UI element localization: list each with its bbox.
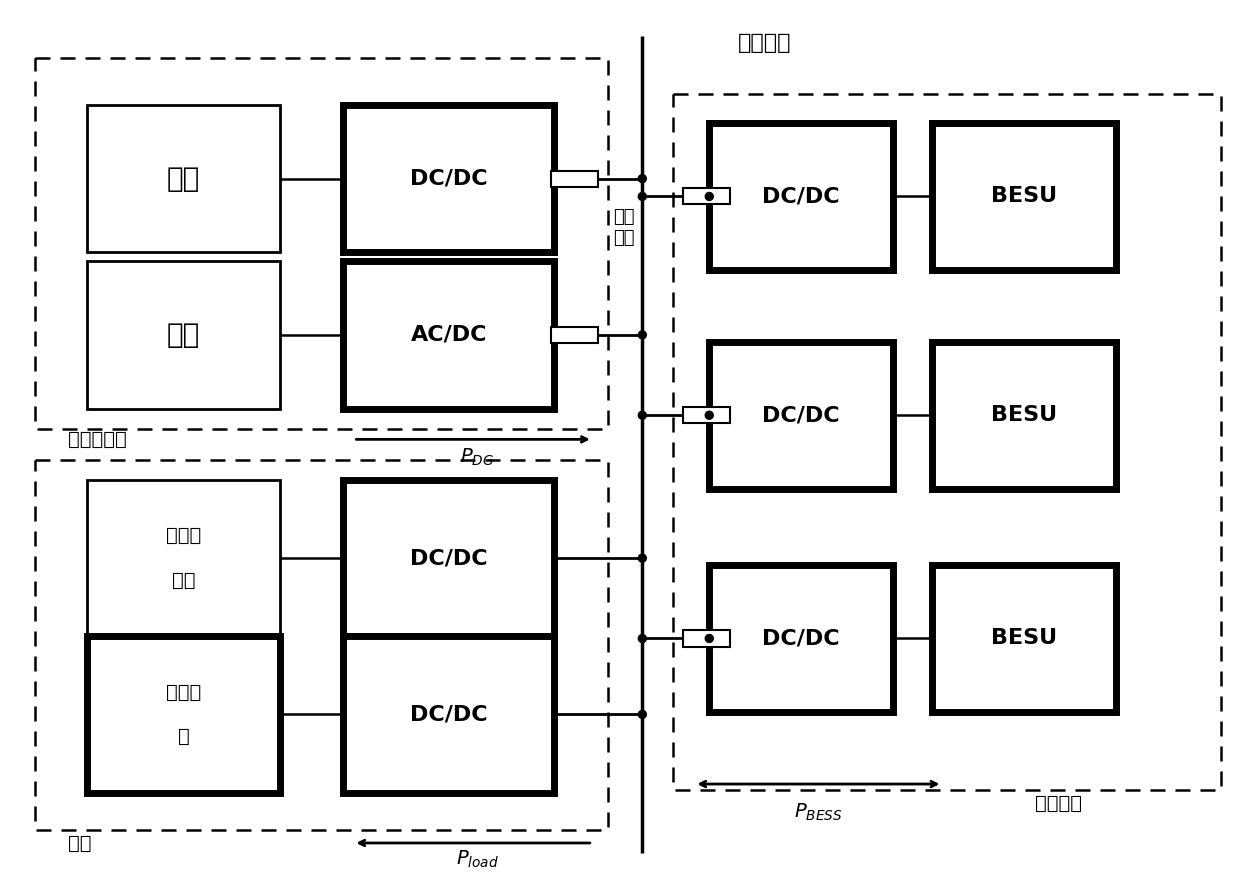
Circle shape	[639, 555, 646, 562]
Circle shape	[639, 412, 646, 419]
Text: 载: 载	[177, 727, 190, 747]
Circle shape	[639, 711, 646, 718]
Text: DC/DC: DC/DC	[763, 187, 839, 206]
Text: 风电: 风电	[167, 321, 200, 349]
Bar	[932, 565, 1116, 713]
Circle shape	[639, 175, 646, 182]
Bar	[343, 105, 554, 253]
Text: DC/DC: DC/DC	[410, 548, 487, 568]
Text: DC/DC: DC/DC	[763, 405, 839, 425]
Bar	[551, 171, 598, 187]
Bar	[683, 407, 730, 423]
Bar	[87, 261, 280, 409]
Text: 分布式电源: 分布式电源	[68, 430, 126, 449]
Text: 新能源: 新能源	[166, 526, 201, 546]
Text: 线路
阻抗: 线路 阻抗	[613, 208, 635, 247]
Bar	[673, 94, 1221, 790]
Text: AC/DC: AC/DC	[410, 325, 487, 345]
Bar	[683, 188, 730, 204]
Bar	[709, 123, 893, 270]
Text: 直流母线: 直流母线	[738, 33, 791, 53]
Bar	[343, 636, 554, 793]
Text: BESU: BESU	[991, 187, 1058, 206]
Bar	[87, 636, 280, 793]
Circle shape	[706, 412, 713, 419]
Text: $P_{DG}$: $P_{DG}$	[460, 446, 495, 468]
Text: 一般负: 一般负	[166, 682, 201, 702]
Text: $P_{BESS}$: $P_{BESS}$	[794, 802, 843, 823]
Bar	[932, 123, 1116, 270]
Bar	[932, 341, 1116, 489]
Circle shape	[639, 193, 646, 200]
Text: 汽车: 汽车	[172, 571, 195, 590]
Text: 储能系统: 储能系统	[1035, 794, 1083, 814]
Bar	[35, 460, 608, 830]
Circle shape	[639, 635, 646, 642]
Circle shape	[639, 331, 646, 338]
Text: DC/DC: DC/DC	[410, 169, 487, 188]
Bar	[709, 341, 893, 489]
Circle shape	[706, 635, 713, 642]
Text: DC/DC: DC/DC	[410, 705, 487, 724]
Text: DC/DC: DC/DC	[763, 629, 839, 648]
Bar	[683, 630, 730, 647]
Bar	[35, 58, 608, 429]
Text: $P_{load}$: $P_{load}$	[456, 848, 498, 870]
Text: BESU: BESU	[991, 405, 1058, 425]
Bar	[343, 480, 554, 636]
Text: BESU: BESU	[991, 629, 1058, 648]
Bar	[709, 565, 893, 713]
Text: 光伏: 光伏	[167, 164, 200, 193]
Bar	[87, 105, 280, 253]
Bar	[343, 261, 554, 409]
Bar	[87, 480, 280, 636]
Circle shape	[706, 193, 713, 200]
Text: 负载: 负载	[68, 833, 92, 853]
Bar	[551, 327, 598, 343]
